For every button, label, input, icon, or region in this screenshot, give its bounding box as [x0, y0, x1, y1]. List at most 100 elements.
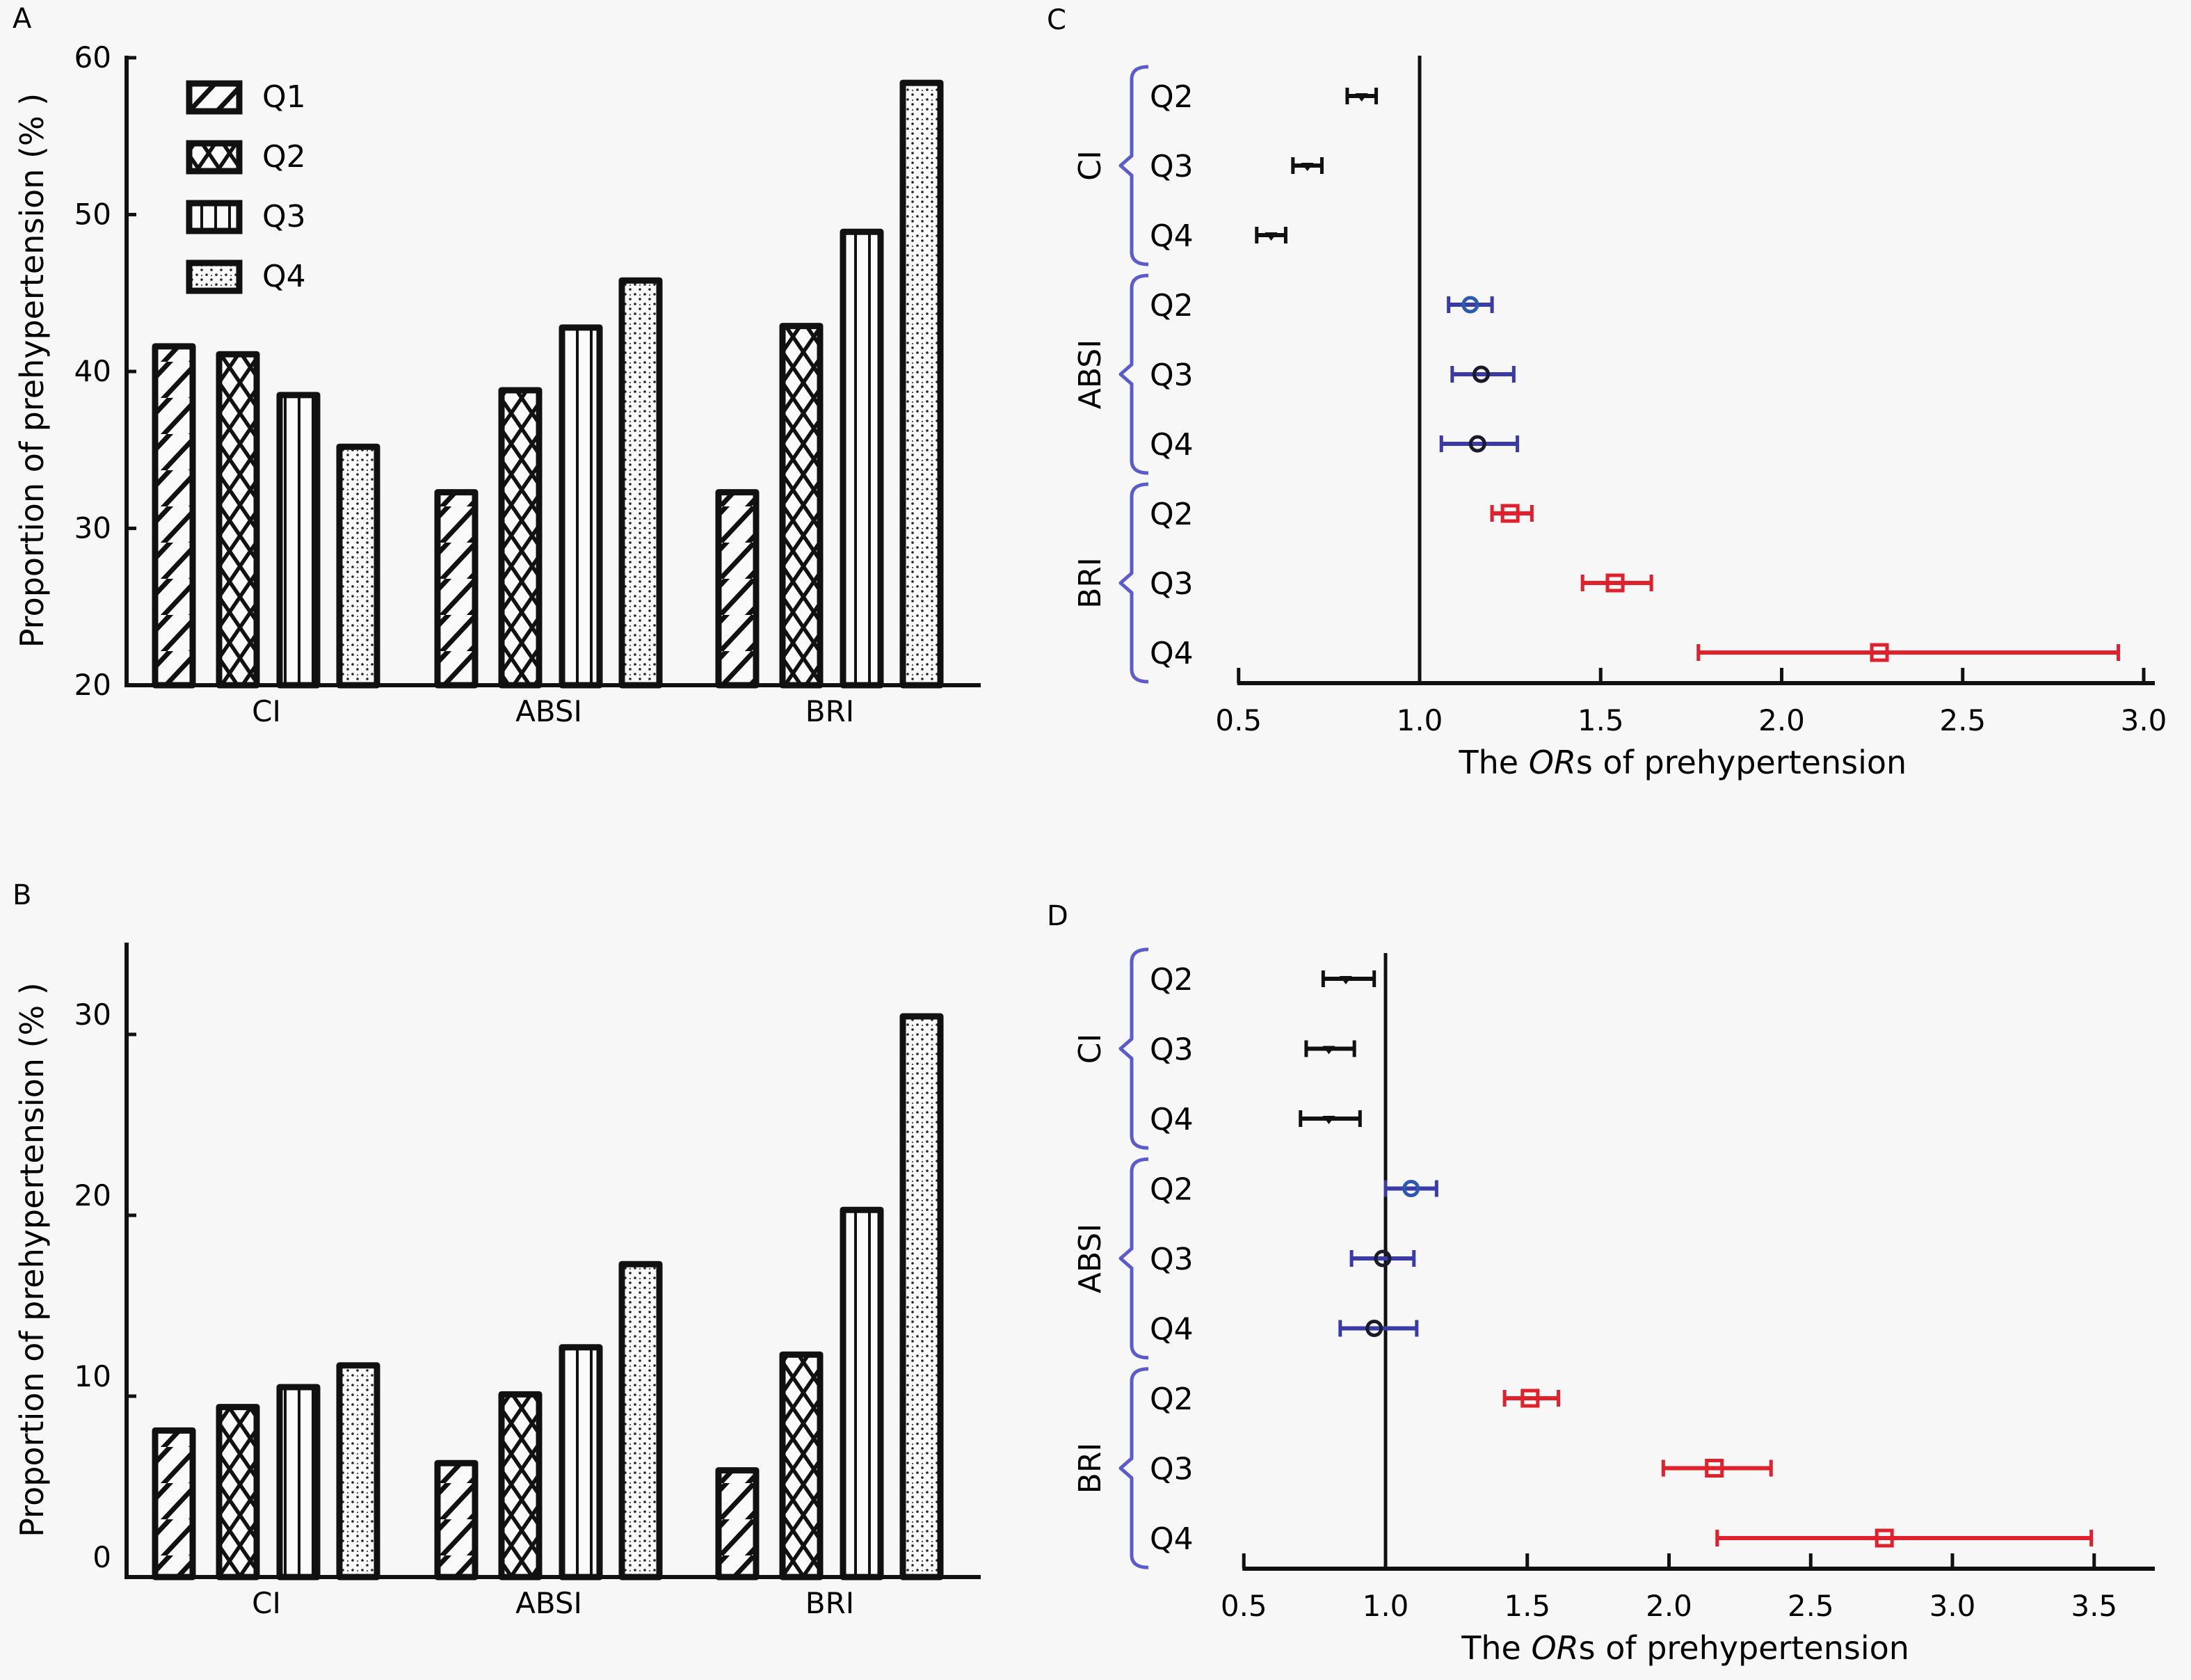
y-tick-label: 20 — [74, 668, 111, 702]
x-tick-label: BRI — [805, 1586, 854, 1620]
x-tick-label: 3.5 — [2071, 1589, 2117, 1623]
row-label: Q2 — [1150, 1382, 1194, 1417]
x-tick-label: 0.5 — [1221, 1589, 1267, 1623]
point-marker-triangle — [1265, 232, 1278, 241]
x-tick-label: BRI — [805, 694, 854, 728]
row-label: Q4 — [1150, 1102, 1194, 1137]
group-label-ci: CI — [1073, 150, 1108, 181]
x-axis-title-italic: OR — [1531, 1629, 1578, 1667]
point-marker-square — [1870, 643, 1889, 662]
point-marker-square — [1500, 504, 1520, 523]
point-marker-circle — [1365, 1320, 1383, 1337]
x-tick-label: 2.0 — [1758, 703, 1805, 737]
x-tick-label: 0.5 — [1215, 703, 1262, 737]
point-marker-triangle — [1322, 1046, 1335, 1055]
x-tick-label: 1.5 — [1504, 1589, 1550, 1623]
bar-ci-q1 — [152, 343, 196, 689]
point-marker-square — [1520, 1389, 1540, 1408]
point-marker-triangle — [1301, 163, 1314, 171]
point-marker-square — [1605, 573, 1625, 593]
bar-bri-q1 — [715, 1467, 760, 1581]
x-axis-title-part: The — [1461, 1629, 1531, 1667]
chart-a: 20 30 40 50 60 Proportion of prehypertension … — [13, 40, 981, 728]
row-label: Q3 — [1150, 1452, 1194, 1487]
bar-absi-q1 — [434, 489, 479, 689]
point-marker-circle — [1461, 296, 1479, 314]
chart-c: 0.5 1.0 1.5 2.0 2.5 3.0 The ORs of prehyperten… — [1073, 56, 2167, 781]
bar-bri-q3 — [840, 1206, 884, 1581]
point-marker-circle — [1402, 1180, 1420, 1197]
y-tick-label: 0 — [93, 1540, 111, 1574]
row-label: Q4 — [1150, 218, 1194, 254]
bar-ci-q1 — [152, 1427, 196, 1581]
brace-bri — [1118, 482, 1149, 684]
legend-label: Q2 — [262, 139, 306, 175]
group-label-absi: ABSI — [1073, 339, 1108, 409]
point-marker-triangle — [1322, 1116, 1335, 1124]
row-label: Q2 — [1150, 962, 1194, 998]
y-tick-label: 50 — [74, 198, 111, 232]
x-tick-label: 2.5 — [1939, 703, 1986, 737]
point-marker-triangle — [1339, 976, 1352, 984]
bar-absi-q3 — [559, 1344, 603, 1581]
point-marker-square — [1875, 1528, 1894, 1548]
bar-absi-q4 — [618, 1261, 663, 1581]
chart-d: 0.5 1.0 1.5 2.0 2.5 3.0 3.5 The ORs of prehyper… — [1073, 947, 2155, 1667]
brace-absi — [1118, 1157, 1149, 1360]
y-tick-label: 20 — [74, 1178, 111, 1213]
x-tick-label: 2.0 — [1646, 1589, 1692, 1623]
group-label-absi: ABSI — [1073, 1224, 1108, 1293]
x-tick-label: 2.5 — [1788, 1589, 1834, 1623]
y-axis-title: Proportion of prehypertension (% ) — [13, 982, 51, 1537]
row-label: Q4 — [1150, 1312, 1194, 1347]
group-label-ci: CI — [1073, 1034, 1108, 1064]
legend-label: Q3 — [262, 199, 306, 234]
y-tick-label: 40 — [74, 354, 111, 388]
bar-bri-q2 — [779, 323, 824, 689]
x-tick-label: 1.0 — [1363, 1589, 1409, 1623]
point-marker-circle — [1468, 435, 1486, 453]
x-axis-title-part: s of prehypertension — [1579, 1629, 1909, 1667]
x-tick-label: 3.0 — [2121, 703, 2167, 737]
x-tick-label: ABSI — [515, 694, 582, 728]
bar-bri-q1 — [715, 489, 760, 689]
bar-absi-q3 — [559, 324, 603, 689]
x-axis-title: The ORs of prehypertension — [1459, 744, 1907, 781]
bar-bri-q4 — [899, 79, 944, 689]
x-axis-title: The ORs of prehypertension — [1461, 1629, 1909, 1667]
x-tick-label: CI — [252, 694, 281, 728]
panel-label-d: D — [1047, 900, 1068, 932]
bar-ci-q4 — [336, 1362, 380, 1581]
point-marker-circle — [1374, 1249, 1392, 1267]
row-label: Q2 — [1150, 79, 1194, 115]
panel-label-c: C — [1047, 4, 1066, 36]
bar-absi-q1 — [434, 1459, 479, 1581]
legend-swatch — [186, 200, 243, 234]
row-label: Q3 — [1150, 1242, 1194, 1277]
row-label: Q2 — [1150, 497, 1194, 532]
legend-swatch — [186, 140, 243, 175]
row-label: Q4 — [1150, 1521, 1194, 1557]
x-tick-label: 1.5 — [1578, 703, 1624, 737]
row-label: Q3 — [1150, 1032, 1194, 1068]
row-label: Q4 — [1150, 636, 1194, 671]
y-tick-label: 60 — [74, 40, 111, 74]
row-label: Q3 — [1150, 566, 1194, 602]
legend-label: Q1 — [262, 79, 306, 115]
y-tick-label: 30 — [74, 998, 111, 1032]
row-label: Q4 — [1150, 427, 1194, 463]
row-label: Q2 — [1150, 288, 1194, 323]
bar-absi-q2 — [498, 387, 543, 689]
bar-ci-q4 — [336, 443, 380, 689]
point-marker-square — [1705, 1459, 1724, 1478]
bar-absi-q4 — [618, 277, 663, 689]
group-label-bri: BRI — [1073, 557, 1108, 609]
x-axis-title-part: The — [1459, 744, 1529, 781]
y-tick-label: 10 — [74, 1359, 111, 1393]
brace-absi — [1118, 273, 1149, 475]
x-tick-label: 3.0 — [1929, 1589, 1976, 1623]
bar-ci-q3 — [276, 392, 321, 689]
bar-bri-q2 — [779, 1351, 824, 1581]
bar-absi-q2 — [498, 1391, 543, 1581]
